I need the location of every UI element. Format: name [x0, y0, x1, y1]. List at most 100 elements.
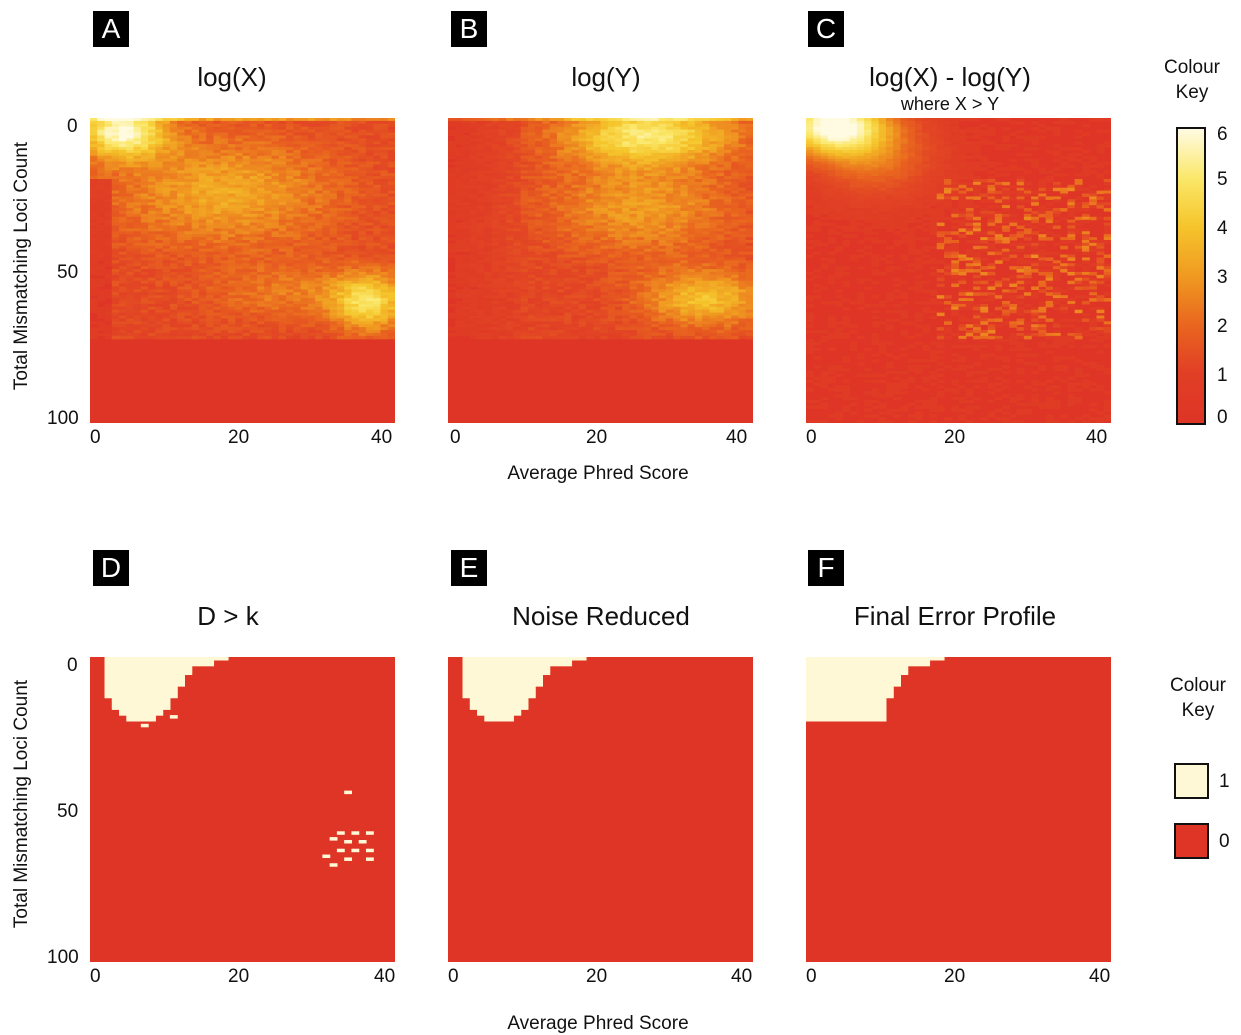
heatmap-b-cell: [527, 237, 536, 241]
heatmap-a-cell: [235, 164, 244, 168]
heatmap-b-cell: [578, 193, 587, 198]
heatmap-a-cell: [380, 141, 389, 145]
heatmap-a-cell: [329, 181, 338, 186]
heatmap-a-cell: [286, 167, 294, 171]
heatmap-a-cell: [315, 257, 323, 261]
heatmap-a-cell: [206, 138, 215, 142]
heatmap-a-cell: [119, 176, 127, 180]
heatmap-a-cell: [206, 205, 215, 209]
heatmap-b-cell: [571, 196, 580, 200]
heatmap-b-cell: [745, 237, 753, 241]
heatmap-b-cell: [477, 123, 485, 128]
heatmap-a-cell: [336, 152, 345, 157]
heatmap-a-cell: [162, 202, 171, 206]
heatmap-b-cell: [455, 225, 464, 229]
heatmap-b-cell: [694, 228, 703, 232]
heatmap-b-cell: [629, 210, 638, 215]
heatmap-b-cell: [723, 164, 732, 168]
heatmap-b-cell: [658, 167, 667, 171]
heatmap-b-cell: [731, 222, 740, 227]
heatmap-a-cell: [336, 242, 345, 247]
heatmap-b-cell: [694, 219, 703, 224]
heatmap-a-cell: [322, 228, 331, 232]
heatmap-a-cell: [104, 332, 113, 337]
heatmap-b-cell: [556, 210, 565, 215]
heatmap-b-cell: [571, 170, 580, 174]
heatmap-b-cell: [607, 152, 616, 157]
heatmap-b-cell: [600, 144, 609, 148]
heatmap-a-cell: [358, 292, 367, 296]
heatmap-a-cell: [257, 199, 265, 203]
heatmap-a-cell: [344, 210, 353, 215]
heatmap-a-cell: [177, 193, 185, 198]
heatmap-a-cell: [90, 277, 98, 282]
heatmap-a-cell: [119, 129, 127, 134]
heatmap-b-cell: [556, 149, 565, 154]
heatmap-a-cell: [271, 132, 280, 137]
heatmap-a-cell: [206, 277, 215, 282]
heatmap-a-cell: [191, 120, 200, 125]
heatmap-b-cell: [636, 184, 645, 189]
heatmap-a-cell: [220, 161, 229, 166]
heatmap-b-cell: [680, 199, 689, 203]
heatmap-a-cell: [249, 123, 258, 128]
heatmap-b-cell: [731, 179, 740, 183]
heatmap-a-cell: [220, 242, 229, 247]
heatmap-a-cell: [293, 193, 302, 198]
heatmap-a-cell: [387, 303, 395, 308]
heatmap-a-cell: [140, 266, 149, 270]
heatmap-b-cell: [615, 184, 623, 189]
heatmap-a-cell: [213, 144, 222, 148]
heatmap-a-cell: [198, 149, 207, 154]
heatmap-a-cell: [307, 283, 316, 288]
heatmap-b-cell: [498, 231, 507, 235]
heatmap-a-cell: [184, 216, 193, 221]
heatmap-b-cell: [455, 190, 464, 195]
heatmap-b-cell: [462, 118, 471, 122]
heatmap-a-cell: [329, 187, 338, 192]
heatmap-b-cell: [738, 237, 747, 241]
heatmap-b-cell: [564, 161, 573, 166]
heatmap-a-cell: [104, 280, 113, 285]
heatmap-b-cell: [629, 193, 638, 198]
heatmap-b-cell: [542, 193, 551, 198]
heatmap-a-cell: [249, 149, 258, 154]
heatmap-a-cell: [336, 225, 345, 229]
heatmap-a-cell: [227, 327, 236, 331]
heatmap-b-cell: [629, 120, 638, 125]
heatmap-a-cell: [257, 324, 265, 328]
heatmap-b-cell: [593, 147, 602, 151]
heatmap-b-cell: [593, 132, 602, 137]
heatmap-b-cell: [680, 231, 689, 235]
heatmap-a-cell: [242, 118, 251, 122]
heatmap-b-cell: [571, 225, 580, 229]
heatmap-a-cell: [213, 164, 222, 168]
heatmap-b-cell: [673, 181, 681, 186]
heatmap-a-cell: [271, 269, 280, 273]
heatmap-a-cell: [242, 147, 251, 151]
heatmap-b-cell: [556, 152, 565, 157]
heatmap-a-cell: [220, 335, 229, 340]
heatmap-a-cell: [351, 120, 360, 125]
heatmap-a-cell: [227, 231, 236, 235]
heatmap-a-cell: [286, 147, 294, 151]
heatmap-a-cell: [126, 301, 135, 305]
heatmap-b-cell: [585, 118, 594, 122]
heatmap-b-cell: [549, 216, 558, 221]
heatmap-a-cell: [140, 292, 149, 296]
heatmap-b-cell: [498, 173, 507, 177]
heatmap-b-cell: [535, 164, 543, 168]
heatmap-a-cell: [184, 181, 193, 186]
heatmap-a-cell: [344, 283, 353, 288]
heatmap-b-cell: [731, 240, 740, 244]
heatmap-b-cell: [498, 144, 507, 148]
heatmap-b-cell: [455, 213, 464, 218]
heatmap-a-cell: [293, 208, 302, 212]
heatmap-a-cell: [169, 208, 178, 212]
heatmap-a-cell: [300, 271, 309, 276]
heatmap-a-cell: [191, 222, 200, 227]
heatmap-b-cell: [593, 193, 602, 198]
heatmap-b-cell: [615, 135, 623, 139]
heatmap-b-cell: [731, 173, 740, 177]
heatmap-a-cell: [257, 144, 265, 148]
